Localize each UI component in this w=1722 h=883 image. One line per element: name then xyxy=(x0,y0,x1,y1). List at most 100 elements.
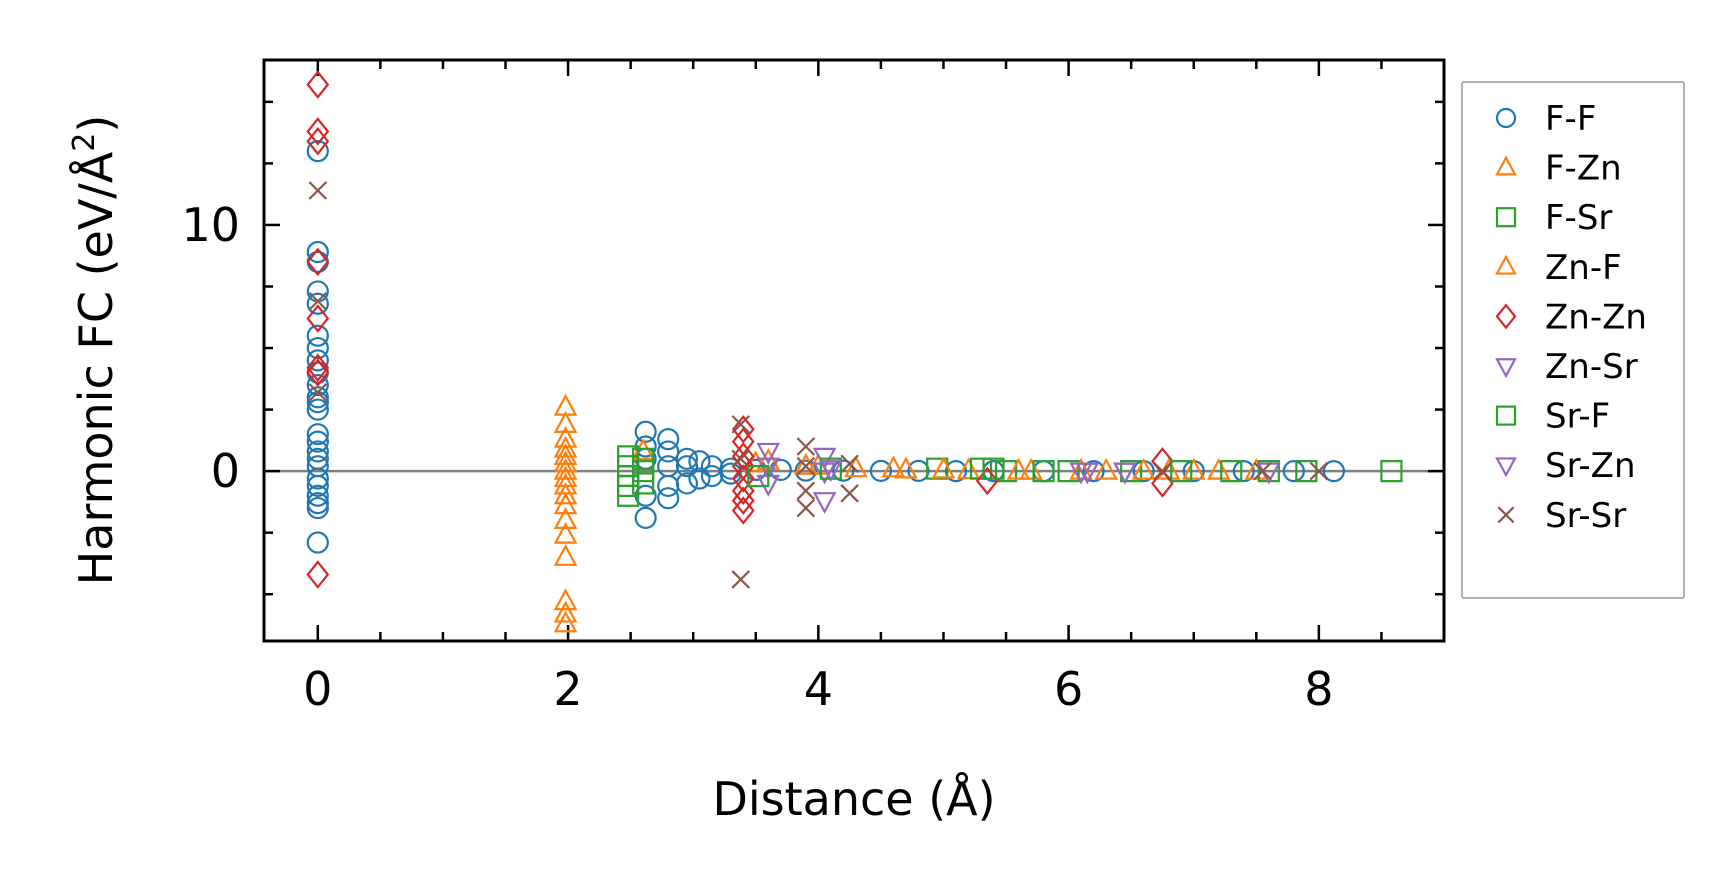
y-axis-label-base: Harmonic FC (eV/Å xyxy=(69,151,123,585)
data-point xyxy=(306,440,329,463)
data-point xyxy=(796,456,816,476)
data-point xyxy=(956,457,981,480)
data-point xyxy=(1032,460,1055,483)
data-point xyxy=(796,498,816,518)
data-point xyxy=(1151,447,1174,476)
data-point xyxy=(926,457,949,480)
data-point xyxy=(1113,462,1137,485)
legend-marker xyxy=(1495,254,1517,275)
data-point xyxy=(306,336,329,360)
data-point xyxy=(819,460,843,482)
data-point xyxy=(769,458,792,482)
data-point xyxy=(756,457,781,480)
legend-marker xyxy=(1495,155,1517,176)
data-point xyxy=(975,466,999,496)
data-point xyxy=(1253,461,1272,481)
data-point xyxy=(756,442,781,465)
data-point xyxy=(731,442,755,471)
data-point xyxy=(306,292,329,315)
data-point xyxy=(812,492,837,514)
x-tick-label: 2 xyxy=(553,662,582,716)
data-point xyxy=(553,543,578,566)
data-point xyxy=(675,472,699,495)
data-point xyxy=(553,450,578,473)
data-point xyxy=(553,457,578,480)
data-point xyxy=(306,430,329,453)
data-point xyxy=(1380,460,1403,483)
data-point xyxy=(553,435,578,458)
legend-marker xyxy=(1495,107,1517,129)
data-point xyxy=(306,349,329,372)
data-point xyxy=(731,486,755,515)
data-point xyxy=(1322,460,1345,483)
data-point xyxy=(306,496,329,520)
data-point xyxy=(793,452,818,475)
legend-box xyxy=(1461,81,1685,599)
data-point xyxy=(306,358,330,387)
data-point xyxy=(308,383,328,402)
data-point xyxy=(306,353,330,382)
x-tick-labels: 0 2 4 6 8 xyxy=(303,662,1333,716)
legend-marker xyxy=(1495,457,1517,478)
data-point xyxy=(306,386,329,409)
legend-label: F-Zn xyxy=(1545,149,1622,189)
legend-marker xyxy=(1495,405,1517,426)
legend-marker xyxy=(1495,303,1517,330)
data-point xyxy=(553,492,578,515)
data-point xyxy=(306,398,329,421)
data-point xyxy=(719,462,742,485)
data-point xyxy=(869,459,893,482)
data-point xyxy=(1282,460,1305,483)
data-point xyxy=(731,496,755,525)
legend-label: Zn-F xyxy=(1545,248,1622,288)
data-point xyxy=(844,455,868,478)
y-tick-labels: 0 10 xyxy=(181,198,240,498)
data-point xyxy=(688,467,711,490)
plot-area xyxy=(264,60,1444,641)
data-point xyxy=(731,415,755,444)
data-point xyxy=(1006,457,1031,480)
data-point xyxy=(306,492,329,515)
data-point xyxy=(1094,457,1118,480)
legend-marker xyxy=(1495,358,1517,379)
data-point xyxy=(553,411,578,433)
x-tick-label: 6 xyxy=(1054,662,1083,716)
data-point xyxy=(553,443,578,465)
data-point xyxy=(1131,457,1156,480)
data-point xyxy=(1069,457,1093,480)
x-tick-label: 4 xyxy=(804,662,833,716)
data-point xyxy=(306,139,329,163)
data-point xyxy=(634,506,657,530)
data-point xyxy=(944,460,968,483)
series-sr-f xyxy=(747,457,1280,488)
data-point xyxy=(553,610,578,633)
x-axis-label: Distance (Å) xyxy=(712,772,995,826)
data-point xyxy=(840,454,859,474)
legend-label: F-Sr xyxy=(1545,198,1612,238)
data-point xyxy=(632,472,655,495)
data-point xyxy=(907,459,930,482)
data-point xyxy=(794,459,817,482)
legend-label: Sr-Zn xyxy=(1545,446,1636,486)
y-axis-label: Harmonic FC (eV/Å2) xyxy=(67,115,123,586)
legend: F-F F-Zn F-Sr Zn-F Zn-Zn Zn-Sr Sr-F Sr-Zn Sr-Sr xyxy=(1461,81,1685,599)
data-point xyxy=(553,521,578,544)
data-point xyxy=(1206,457,1231,480)
data-point xyxy=(731,449,751,469)
data-point xyxy=(1082,460,1105,483)
data-point xyxy=(747,464,770,488)
data-point xyxy=(308,181,328,200)
data-point xyxy=(675,455,699,478)
data-point xyxy=(731,464,755,493)
data-point xyxy=(832,459,855,482)
data-point xyxy=(731,415,751,434)
legend-label: Sr-F xyxy=(1545,397,1610,437)
y-axis-label-close: ) xyxy=(69,115,123,133)
data-point xyxy=(308,291,328,311)
data-point xyxy=(553,507,578,529)
data-point xyxy=(553,600,578,623)
data-point xyxy=(1170,460,1193,483)
data-point xyxy=(657,428,680,451)
data-point xyxy=(306,247,330,277)
